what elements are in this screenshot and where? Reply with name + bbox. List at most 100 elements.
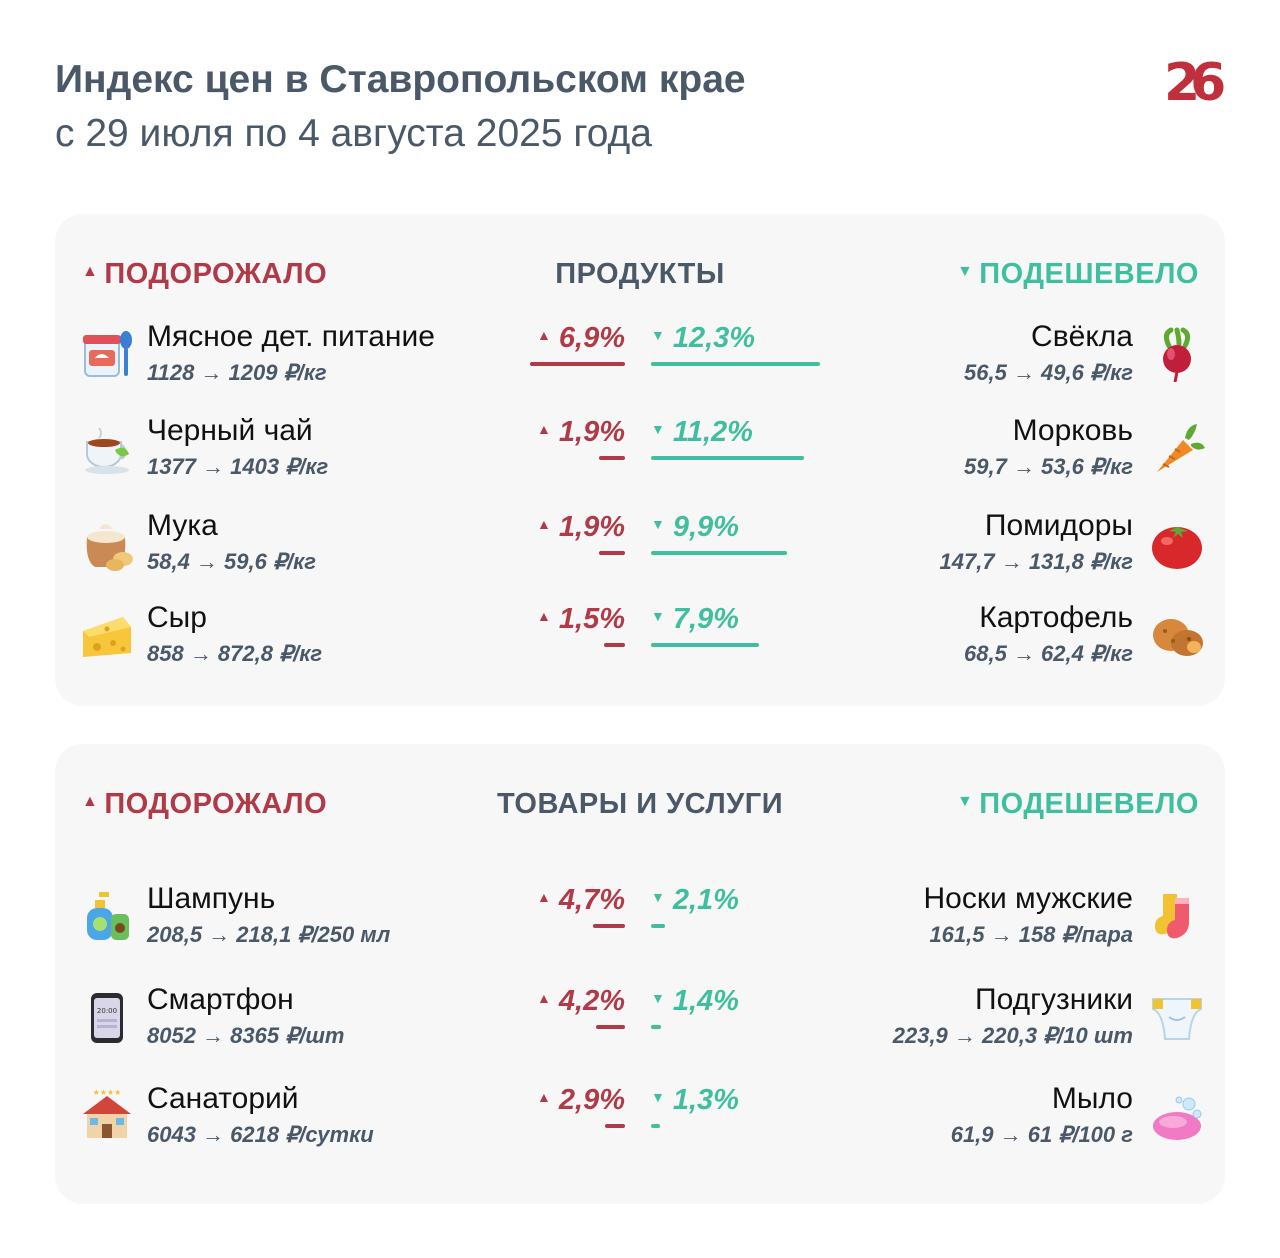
header-price-up-label: ПОДОРОЖАЛО <box>104 258 328 290</box>
svg-text:26: 26 <box>1164 53 1224 112</box>
soap-icon <box>1153 1096 1202 1140</box>
header-price-down: ▼ ПОДЕШЕВЕЛО <box>957 788 1199 821</box>
item-down-price: 61,9 → 61 ₽/100 г <box>950 1122 1133 1147</box>
bar-price-up <box>530 362 625 366</box>
pct-down-value: 11,2% <box>672 416 753 448</box>
pct-down-value: 2,1% <box>672 884 739 916</box>
tomato-icon <box>1152 527 1202 569</box>
bar-price-up <box>605 1124 625 1128</box>
item-down-name: Свёкла <box>1031 320 1133 353</box>
item-up-name: Смартфон <box>147 983 294 1016</box>
item-up-name: Черный чай <box>147 414 313 447</box>
chart-title: ПРОДУКТЫ <box>555 258 725 290</box>
chart-title: ТОВАРЫ И УСЛУГИ <box>496 788 784 820</box>
pct-up-value: 2,9% <box>558 1084 625 1116</box>
bar-price-up <box>604 643 625 647</box>
svg-text:★★★★: ★★★★ <box>93 1088 122 1097</box>
pct-down-value: 1,3% <box>672 1084 739 1116</box>
item-down-price: 147,7 → 131,8 ₽/кг <box>939 549 1133 574</box>
header-price-down: ▼ ПОДЕШЕВЕЛО <box>957 258 1199 291</box>
pct-up-value: 1,9% <box>558 416 625 448</box>
item-up-name: Шампунь <box>147 882 276 915</box>
svg-text:20:00: 20:00 <box>97 1007 117 1015</box>
bar-price-down <box>651 456 804 460</box>
pct-up-value: 6,9% <box>558 322 625 354</box>
sanatorium-icon: ★★★★ <box>83 1088 131 1138</box>
triangle-up-icon: ▲ <box>82 263 99 281</box>
item-down-name: Картофель <box>979 601 1133 634</box>
triangle-down-icon: ▼ <box>651 421 665 438</box>
smartphone-icon: 20:00 <box>91 993 123 1043</box>
pct-down-label: ▼ 11,2% <box>651 416 753 449</box>
item-up-price: 858 → 872,8 ₽/кг <box>147 641 323 666</box>
pct-down-label: ▼ 7,9% <box>651 603 739 636</box>
bar-price-down <box>651 643 759 647</box>
pct-up-label: ▲ 1,9% <box>537 511 625 544</box>
triangle-down-icon: ▼ <box>651 990 665 1007</box>
bar-price-up <box>593 924 625 928</box>
item-down-name: Морковь <box>1012 414 1133 447</box>
item-down-price: 59,7 → 53,6 ₽/кг <box>964 454 1133 479</box>
potato-icon <box>1153 619 1203 656</box>
item-up-price: 6043 → 6218 ₽/сутки <box>147 1122 374 1147</box>
bar-price-up <box>599 456 625 460</box>
beet-icon <box>1163 327 1191 382</box>
pct-up-label: ▲ 1,9% <box>537 416 625 449</box>
header-price-up: ▲ ПОДОРОЖАЛО <box>82 788 327 821</box>
shampoo-icon <box>87 892 129 940</box>
triangle-down-icon: ▼ <box>956 263 974 281</box>
triangle-up-icon: ▲ <box>537 421 551 438</box>
item-up-name: Сыр <box>147 601 207 634</box>
pct-up-label: ▲ 4,2% <box>537 985 625 1018</box>
item-down-name: Подгузники <box>975 983 1133 1016</box>
pct-up-label: ▲ 1,5% <box>537 603 625 636</box>
item-up-price: 208,5 → 218,1 ₽/250 мл <box>147 922 391 947</box>
bar-price-up <box>596 1025 625 1029</box>
item-down-name: Мыло <box>1051 1082 1133 1115</box>
bar-price-down <box>651 1124 660 1128</box>
pct-down-label: ▼ 1,3% <box>651 1084 739 1117</box>
cheese-icon <box>83 617 131 657</box>
goods-services-panel: ▲ ПОДОРОЖАЛО ТОВАРЫ И УСЛУГИ ▼ ПОДЕШЕВЕЛО Шам… <box>55 744 1225 1204</box>
header-price-up: ▲ ПОДОРОЖАЛО <box>82 258 327 291</box>
triangle-down-icon: ▼ <box>956 793 974 811</box>
logo-26-icon: 26 <box>1164 53 1232 112</box>
bar-price-down <box>651 551 787 555</box>
item-down-name: Помидоры <box>984 509 1133 542</box>
header-price-down-label: ПОДЕШЕВЕЛО <box>979 788 1199 820</box>
header-price-down-label: ПОДЕШЕВЕЛО <box>979 258 1199 290</box>
carrot-icon <box>1157 424 1205 472</box>
item-up-price: 8052 → 8365 ₽/шт <box>147 1023 345 1048</box>
pct-up-label: ▲ 2,9% <box>537 1084 625 1117</box>
pct-up-value: 1,5% <box>558 603 625 635</box>
bar-price-down <box>651 1025 661 1029</box>
pct-down-label: ▼ 12,3% <box>651 322 755 355</box>
triangle-down-icon: ▼ <box>651 516 665 533</box>
item-up-name: Мясное дет. питание <box>147 320 435 353</box>
triangle-down-icon: ▼ <box>651 608 665 625</box>
socks-icon <box>1155 894 1189 939</box>
triangle-down-icon: ▼ <box>651 1089 665 1106</box>
item-up-price: 1128 → 1209 ₽/кг <box>147 360 327 385</box>
bar-price-down <box>651 362 820 366</box>
triangle-down-icon: ▼ <box>651 327 665 344</box>
item-up-name: Мука <box>147 509 218 542</box>
pct-up-label: ▲ 6,9% <box>537 322 625 355</box>
triangle-up-icon: ▲ <box>537 608 551 625</box>
triangle-up-icon: ▲ <box>537 889 551 906</box>
pct-down-value: 7,9% <box>672 603 739 635</box>
item-up-price: 1377 → 1403 ₽/кг <box>147 454 329 479</box>
item-up-price: 58,4 → 59,6 ₽/кг <box>147 549 316 574</box>
header-price-up-label: ПОДОРОЖАЛО <box>104 788 328 820</box>
triangle-up-icon: ▲ <box>537 990 551 1007</box>
item-down-price: 68,5 → 62,4 ₽/кг <box>964 641 1133 666</box>
item-down-price: 223,9 → 220,3 ₽/10 шт <box>892 1023 1133 1048</box>
item-down-price: 161,5 → 158 ₽/пара <box>929 922 1133 947</box>
pct-down-value: 1,4% <box>672 985 739 1017</box>
triangle-up-icon: ▲ <box>537 1089 551 1106</box>
pct-down-label: ▼ 2,1% <box>651 884 739 917</box>
flour-sack-icon <box>86 524 133 571</box>
pct-up-value: 4,7% <box>558 884 625 916</box>
triangle-up-icon: ▲ <box>537 327 551 344</box>
products-panel: ▲ ПОДОРОЖАЛО ПРОДУКТЫ ▼ ПОДЕШЕВЕЛО Мясное дет… <box>55 214 1225 706</box>
